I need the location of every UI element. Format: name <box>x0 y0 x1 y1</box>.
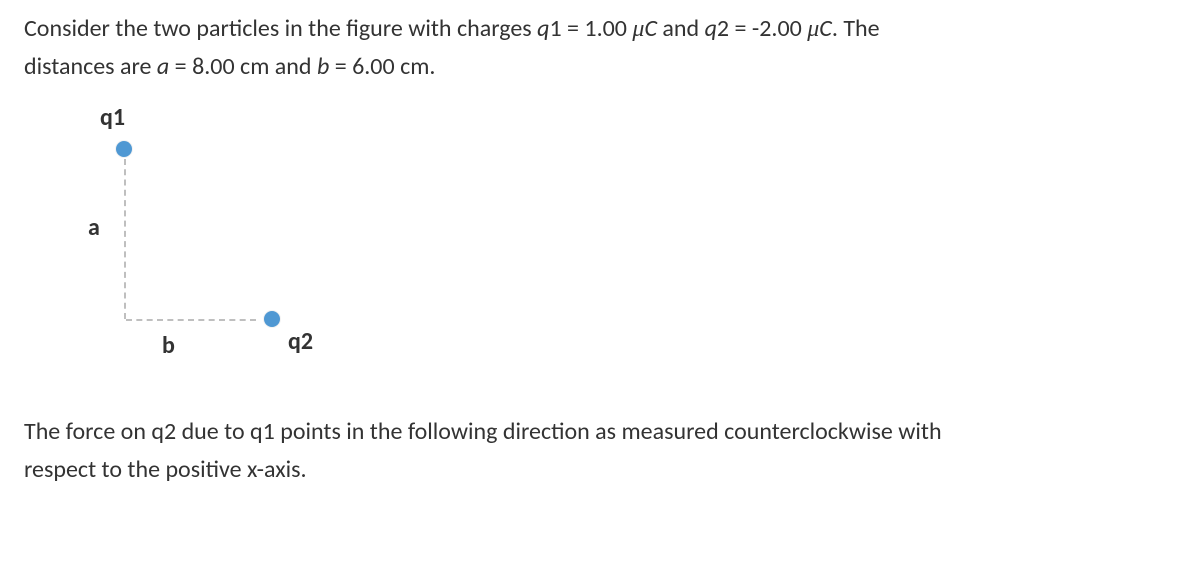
eq1: = <box>562 14 585 43</box>
var-q1: q <box>537 14 549 43</box>
q1-particle <box>116 141 132 157</box>
and-text: and <box>657 14 705 43</box>
eq3: = <box>169 52 192 81</box>
unit-c-2: C <box>819 14 832 43</box>
unit-c-1: C <box>644 14 657 43</box>
intro2a: distances are <box>24 52 157 81</box>
q1-label: q1 <box>100 103 125 132</box>
page-container: Consider the two particles in the figure… <box>0 0 1200 498</box>
b-label: b <box>162 331 175 360</box>
physics-diagram: q1 a b q2 <box>64 103 464 383</box>
mu-1: μ <box>632 16 644 42</box>
dash-horizontal-b <box>126 319 256 321</box>
sub-1: 1 <box>549 14 561 43</box>
q1-value: 1.00 <box>584 14 632 43</box>
question-text: The force on q2 due to q1 points in the … <box>24 413 1176 487</box>
b-value: = 6.00 cm. <box>329 52 435 81</box>
sub-2: 2 <box>717 14 729 43</box>
intro-text: Consider the two particles in the figure… <box>24 14 537 43</box>
dash-vertical-a <box>124 159 126 319</box>
a-label: a <box>88 213 100 242</box>
bottom-line-2: respect to the positive x-axis. <box>24 455 307 484</box>
period: . <box>832 14 843 43</box>
var-q2: q <box>705 14 717 43</box>
problem-statement: Consider the two particles in the figure… <box>24 10 1176 85</box>
a-value: 8.00 cm and <box>192 52 317 81</box>
bottom-line-1: The force on q2 due to q1 points in the … <box>24 417 942 446</box>
q2-value: -2.00 <box>752 14 807 43</box>
q2-label: q2 <box>288 327 313 356</box>
mu-2: μ <box>807 16 819 42</box>
q2-particle <box>264 311 280 327</box>
the-text: The <box>843 14 879 43</box>
var-a: a <box>157 52 169 81</box>
var-b: b <box>317 52 329 81</box>
eq2: = <box>729 14 752 43</box>
